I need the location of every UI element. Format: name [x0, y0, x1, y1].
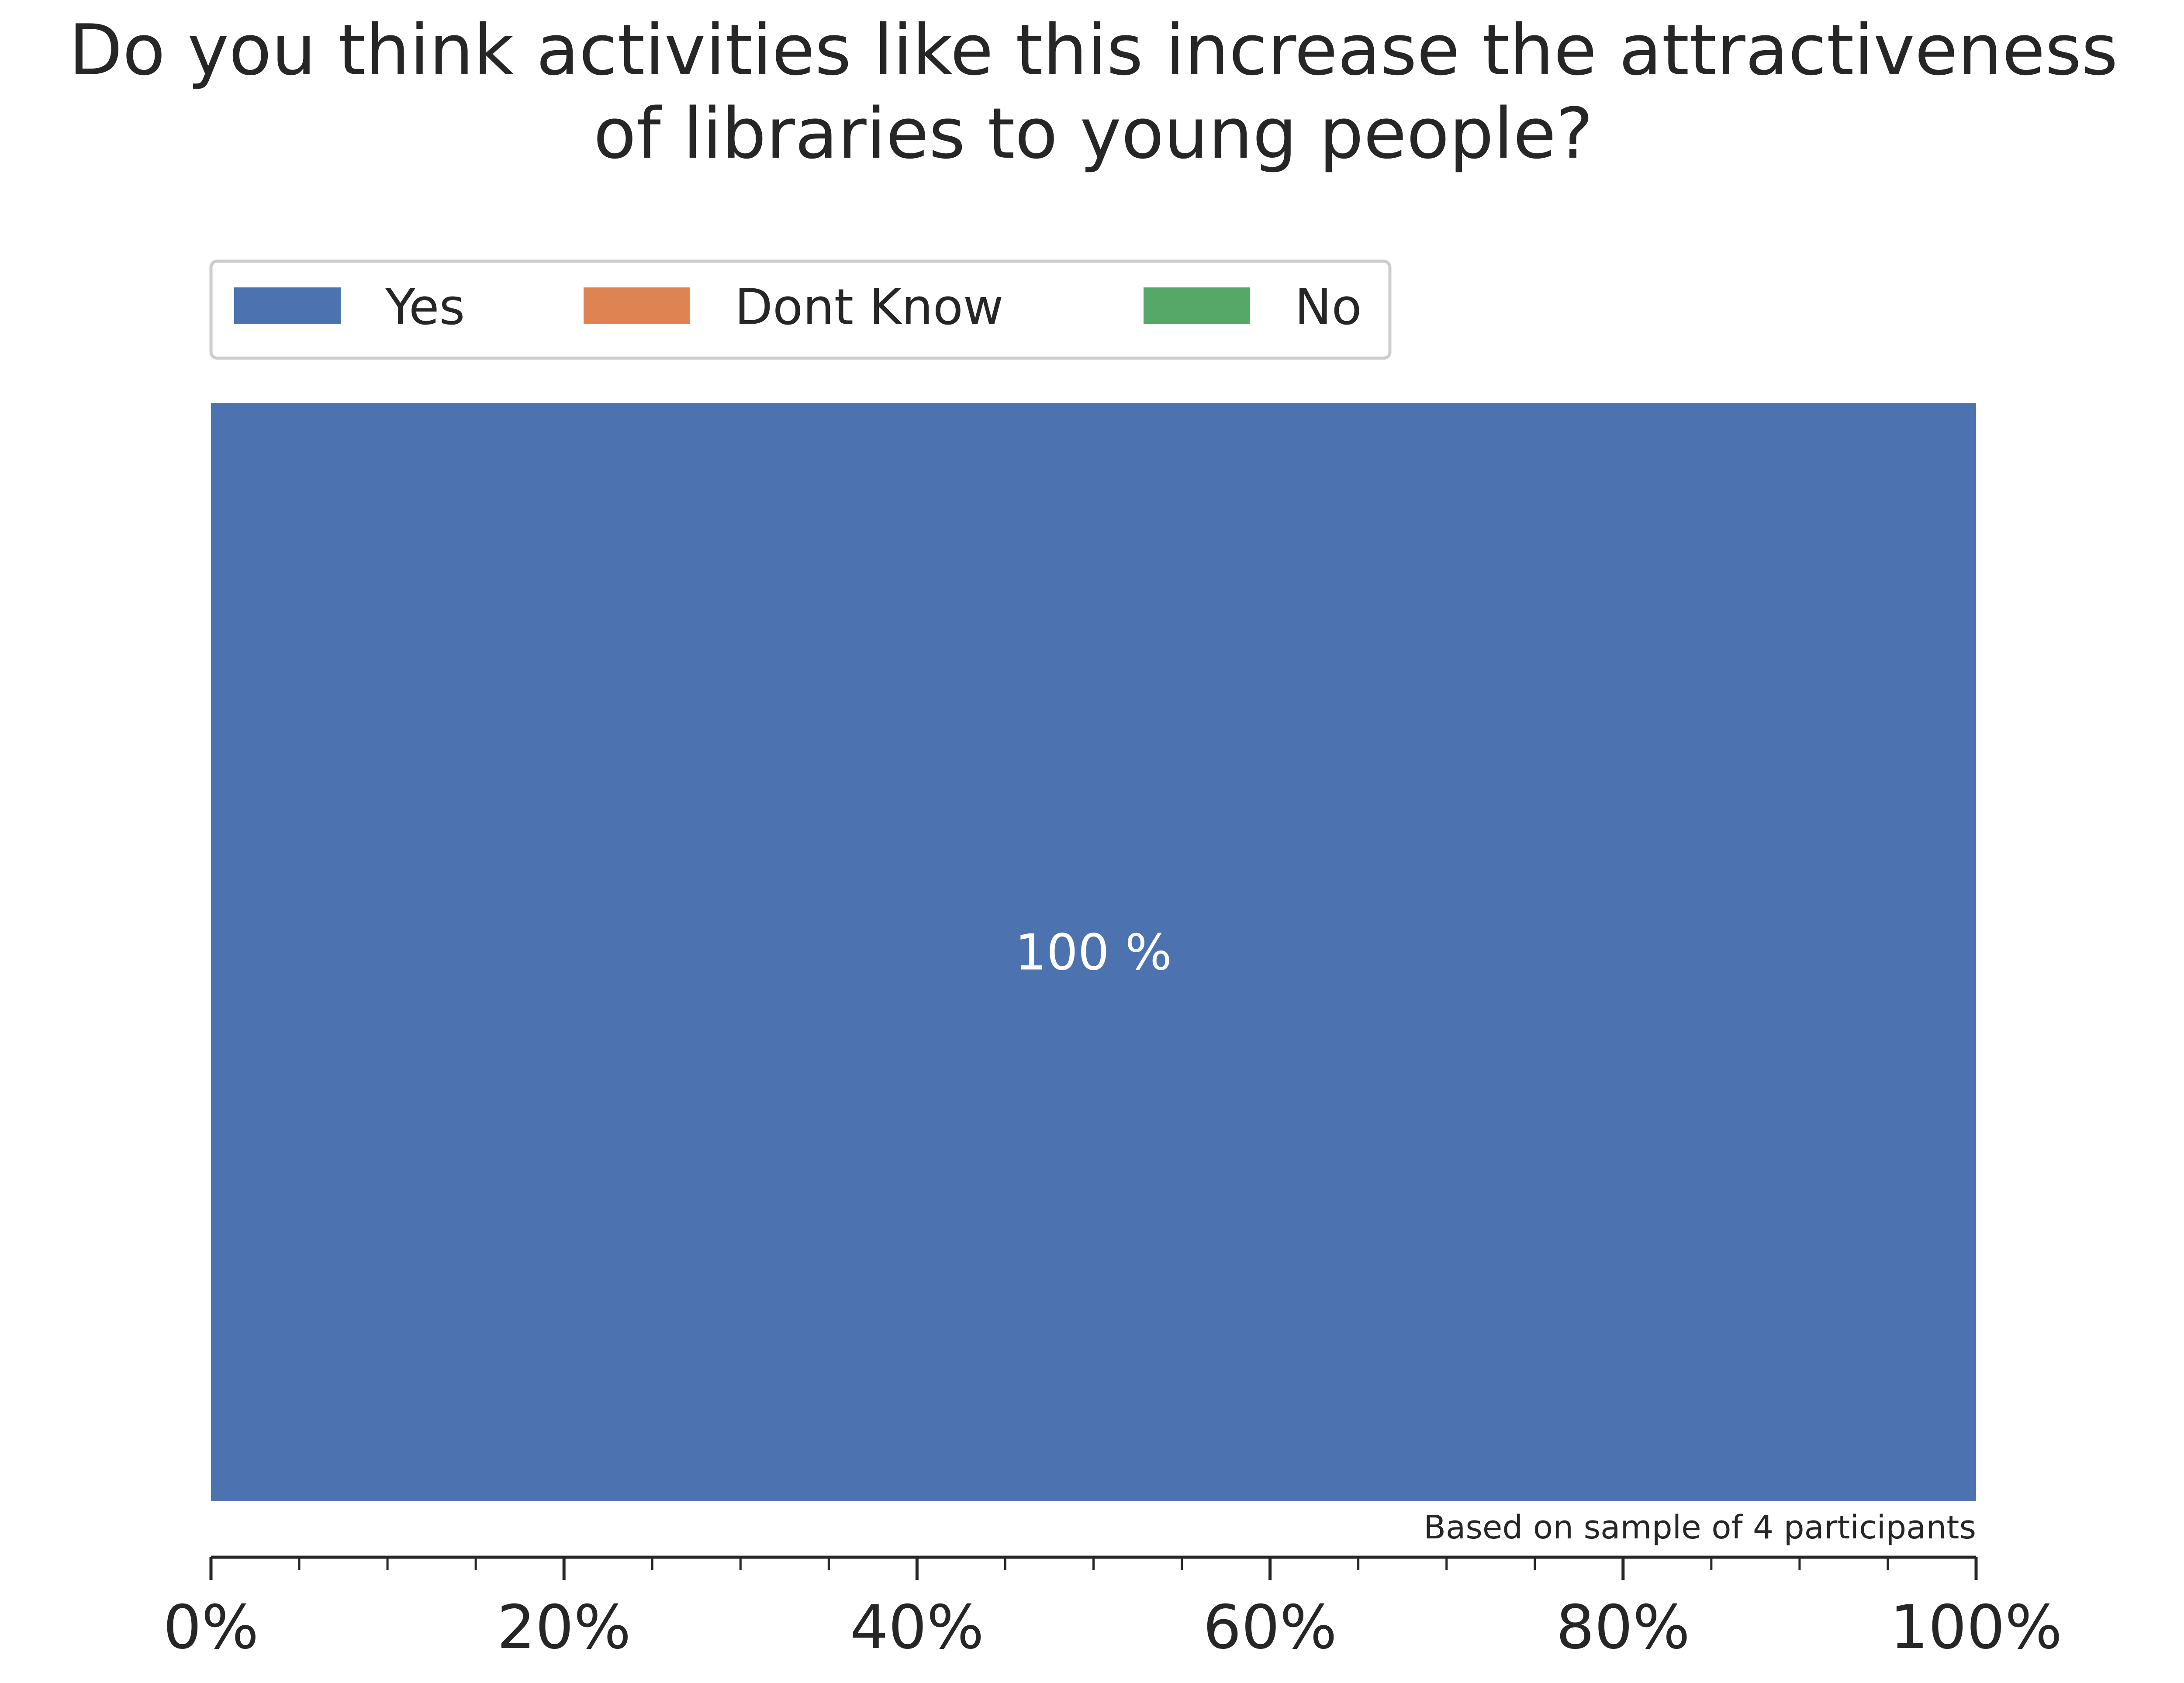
legend-items: Yes Dont Know No	[234, 278, 1362, 336]
x-tick-label-1: 0%	[163, 1592, 259, 1662]
legend-label-3: No	[1295, 278, 1362, 336]
bar-group	[211, 403, 1976, 1501]
legend-swatch-2	[584, 287, 690, 324]
sample-note: Based on sample of 4 participants	[1424, 1509, 1976, 1546]
x-tick-label-5: 80%	[1556, 1592, 1690, 1662]
x-tick-label-4: 60%	[1203, 1592, 1337, 1662]
legend-label-1: Yes	[385, 278, 465, 336]
legend-label-2: Dont Know	[735, 278, 1003, 336]
x-tick-label-2: 20%	[497, 1592, 631, 1662]
x-axis: 0% 20% 40% 60% 80% 100%	[163, 1555, 2063, 1662]
bar-label-group: 100 %	[1015, 924, 1172, 981]
legend-swatch-3	[1144, 287, 1250, 324]
x-axis-ticks: 0% 20% 40% 60% 80% 100%	[163, 1557, 2063, 1662]
bar-value-label-1: 100 %	[1015, 924, 1172, 981]
legend-frame	[209, 259, 1392, 360]
x-tick-label-3: 40%	[850, 1592, 984, 1662]
chart-title-line-1: Do you think activities like this increa…	[69, 9, 2118, 91]
bar-segment-1	[211, 403, 1976, 1501]
x-tick-label-6: 100%	[1890, 1592, 2063, 1662]
legend-swatch-1	[234, 287, 341, 324]
chart-legend: Yes Dont Know No	[209, 259, 1392, 360]
chart-title-line-2: of libraries to young people?	[594, 93, 1593, 174]
